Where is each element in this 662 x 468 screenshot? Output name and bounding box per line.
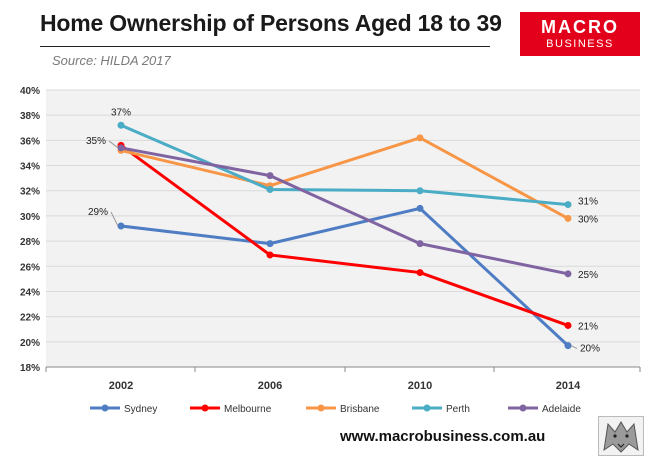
y-tick-label: 36%: [20, 136, 40, 147]
y-tick-label: 30%: [20, 212, 40, 223]
legend-item-melbourne: Melbourne: [190, 404, 272, 415]
legend-marker: [519, 404, 527, 412]
data-point-sydney: [117, 222, 125, 230]
logo-line2: BUSINESS: [546, 38, 614, 50]
legend-item-brisbane: Brisbane: [306, 404, 380, 415]
source-note: Source: HILDA 2017: [52, 53, 171, 68]
series-line-sydney: [120, 206, 570, 347]
y-tick-label: 38%: [20, 111, 40, 122]
series-line-brisbane: [120, 136, 569, 220]
data-point-melbourne: [416, 269, 424, 277]
legend-label: Perth: [446, 404, 470, 415]
y-tick-label: 28%: [20, 237, 40, 248]
data-point-brisbane: [416, 134, 424, 142]
x-tick-label: 2010: [408, 380, 432, 392]
data-point-perth: [564, 201, 572, 209]
series-line-melbourne: [120, 144, 569, 327]
data-point-sydney: [266, 240, 274, 248]
y-tick-label: 26%: [20, 262, 40, 273]
y-tick-label: 34%: [20, 162, 40, 173]
data-label: 30%: [578, 214, 598, 225]
data-label: 29%: [88, 207, 108, 218]
legend-item-perth: Perth: [412, 404, 470, 415]
data-point-perth: [416, 187, 424, 195]
x-tick-label: 2006: [258, 380, 282, 392]
y-tick-label: 22%: [20, 313, 40, 324]
data-point-sydney: [416, 204, 424, 212]
data-point-melbourne: [266, 251, 274, 259]
data-point-adelaide: [564, 270, 572, 278]
legend-marker: [423, 404, 431, 412]
data-point-adelaide: [416, 240, 424, 248]
title-underline: [40, 46, 490, 47]
annotation-leader: [570, 345, 578, 350]
legend-label: Brisbane: [340, 404, 380, 415]
data-point-sydney: [564, 342, 572, 350]
data-point-perth: [117, 121, 125, 129]
data-label: 20%: [580, 344, 600, 355]
legend-marker: [317, 404, 325, 412]
data-point-brisbane: [564, 214, 572, 222]
annotation-leader: [110, 211, 119, 227]
y-tick-label: 20%: [20, 338, 40, 349]
data-label: 25%: [578, 270, 598, 281]
data-label: 21%: [578, 321, 598, 332]
footer-url: www.macrobusiness.com.au: [340, 428, 546, 445]
data-label: 37%: [111, 107, 131, 118]
logo-line1: MACRO: [541, 17, 619, 37]
legend-label: Sydney: [124, 404, 157, 415]
x-tick-label: 2014: [556, 380, 581, 392]
y-tick-label: 40%: [20, 86, 40, 97]
legend-marker: [101, 404, 109, 412]
x-tick-label: 2002: [109, 380, 133, 392]
legend-label: Melbourne: [224, 404, 272, 415]
macrobusiness-logo: MACRO BUSINESS: [520, 12, 640, 56]
data-point-melbourne: [564, 321, 572, 329]
legend-label: Adelaide: [542, 404, 581, 415]
chart-title: Home Ownership of Persons Aged 18 to 39: [40, 10, 502, 36]
legend-item-adelaide: Adelaide: [508, 404, 581, 415]
data-label: 35%: [86, 136, 106, 147]
legend-marker: [201, 404, 209, 412]
series-line-perth: [120, 123, 569, 207]
wolf-logo-icon: [598, 416, 644, 456]
data-point-perth: [266, 185, 274, 193]
y-tick-label: 18%: [20, 363, 40, 374]
legend-item-sydney: Sydney: [90, 404, 157, 415]
annotation-leader: [108, 140, 119, 149]
series-line-adelaide: [120, 146, 569, 276]
data-label: 31%: [578, 197, 598, 208]
data-point-adelaide: [266, 172, 274, 180]
y-tick-label: 24%: [20, 287, 40, 298]
data-point-adelaide: [117, 144, 125, 152]
y-tick-label: 32%: [20, 187, 40, 198]
